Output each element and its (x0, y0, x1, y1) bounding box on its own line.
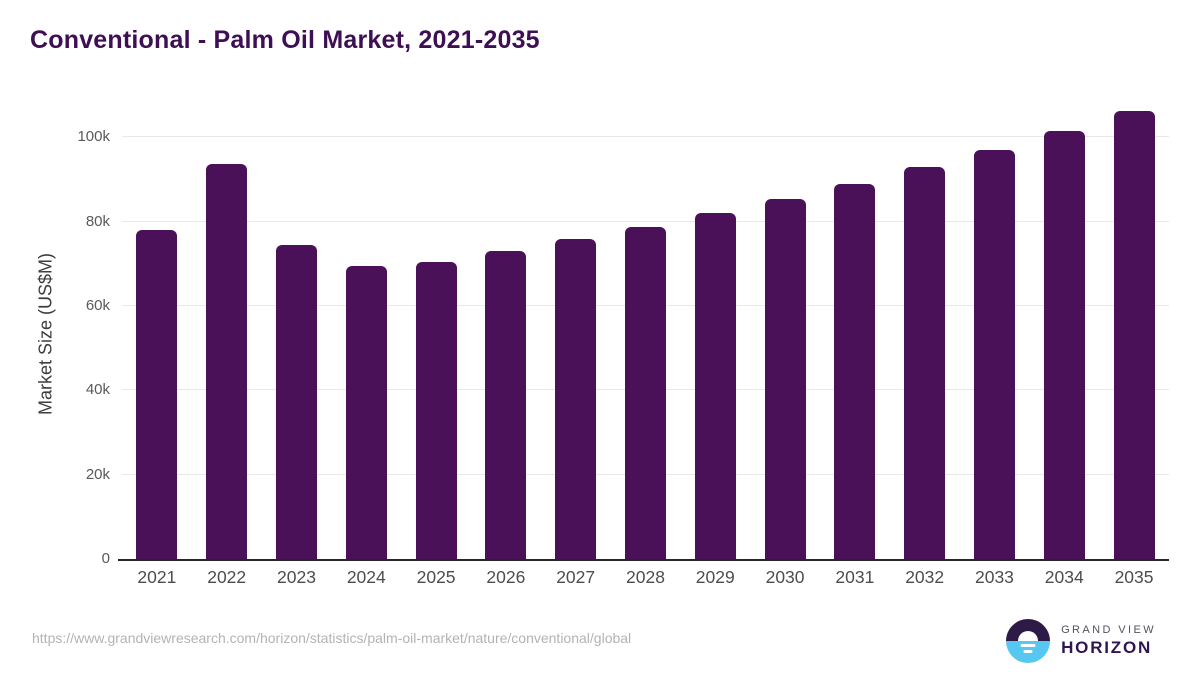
horizon-sunrise-icon (1006, 619, 1051, 663)
x-tick-label-2021: 2021 (137, 567, 177, 587)
bar-2025[interactable] (415, 262, 457, 559)
bar-2034[interactable] (1043, 130, 1085, 559)
x-tick-label-2027: 2027 (556, 567, 596, 587)
x-tick-label-2029: 2029 (695, 567, 735, 587)
y-axis-tick-labels: 0 20k 40k 60k 80k 100k (0, 109, 112, 567)
logo-brand-name: GRAND VIEW (1061, 624, 1156, 636)
y-tick-label-80k: 80k (85, 212, 110, 230)
y-tick-label-20k: 20k (85, 465, 110, 483)
logo-sky-half (1006, 619, 1051, 641)
x-tick-label-2028: 2028 (626, 567, 665, 587)
chart-title: Conventional - Palm Oil Market, 2021-203… (30, 26, 540, 54)
gridline (122, 220, 1169, 222)
bar-2023[interactable] (275, 245, 317, 559)
bar-2027[interactable] (555, 239, 597, 559)
y-tick-label-40k: 40k (85, 381, 110, 399)
x-tick-label-2033: 2033 (974, 567, 1014, 587)
bar-2033[interactable] (973, 149, 1015, 559)
x-tick-label-2025: 2025 (416, 567, 456, 587)
bar-2028[interactable] (624, 227, 666, 559)
x-tick-label-2022: 2022 (207, 567, 247, 587)
x-tick-label-2024: 2024 (346, 567, 386, 587)
bar-2024[interactable] (345, 265, 387, 559)
bars-row (122, 109, 1169, 559)
plot-area (118, 109, 1169, 561)
bar-2032[interactable] (904, 167, 946, 559)
x-tick-label-2031: 2031 (835, 567, 875, 587)
logo-reflection-line (1020, 644, 1036, 648)
x-tick-label-2032: 2032 (905, 567, 945, 587)
bar-2022[interactable] (206, 163, 248, 559)
bar-2030[interactable] (764, 199, 806, 559)
logo-text: GRAND VIEW HORIZON (1061, 624, 1156, 658)
logo-sun-shape (1018, 631, 1039, 641)
gridline (122, 136, 1169, 138)
x-tick-label-2023: 2023 (277, 567, 316, 587)
logo-product-name: HORIZON (1061, 638, 1153, 657)
x-tick-label-2034: 2034 (1044, 567, 1084, 587)
y-tick-label-0: 0 (101, 550, 110, 567)
bar-2031[interactable] (834, 183, 876, 559)
bar-2021[interactable] (136, 230, 178, 559)
bar-2029[interactable] (694, 212, 736, 559)
bar-2026[interactable] (485, 251, 527, 559)
x-axis-line (118, 559, 1169, 561)
x-tick-label-2026: 2026 (486, 567, 526, 587)
x-axis-tick-labels: 2021 2022 2023 2024 2025 2026 2027 2028 2029 2030… (122, 567, 1169, 588)
x-tick-label-2030: 2030 (765, 567, 805, 587)
bar-2035[interactable] (1113, 110, 1155, 559)
y-tick-label-60k: 60k (85, 297, 110, 314)
y-tick-label-100k: 100k (77, 128, 110, 146)
brand-logo: GRAND VIEW HORIZON (1006, 619, 1156, 663)
logo-reflection-line (1023, 649, 1033, 653)
x-tick-label-2035: 2035 (1114, 567, 1154, 587)
source-url: https://www.grandviewresearch.com/horizo… (32, 630, 632, 646)
